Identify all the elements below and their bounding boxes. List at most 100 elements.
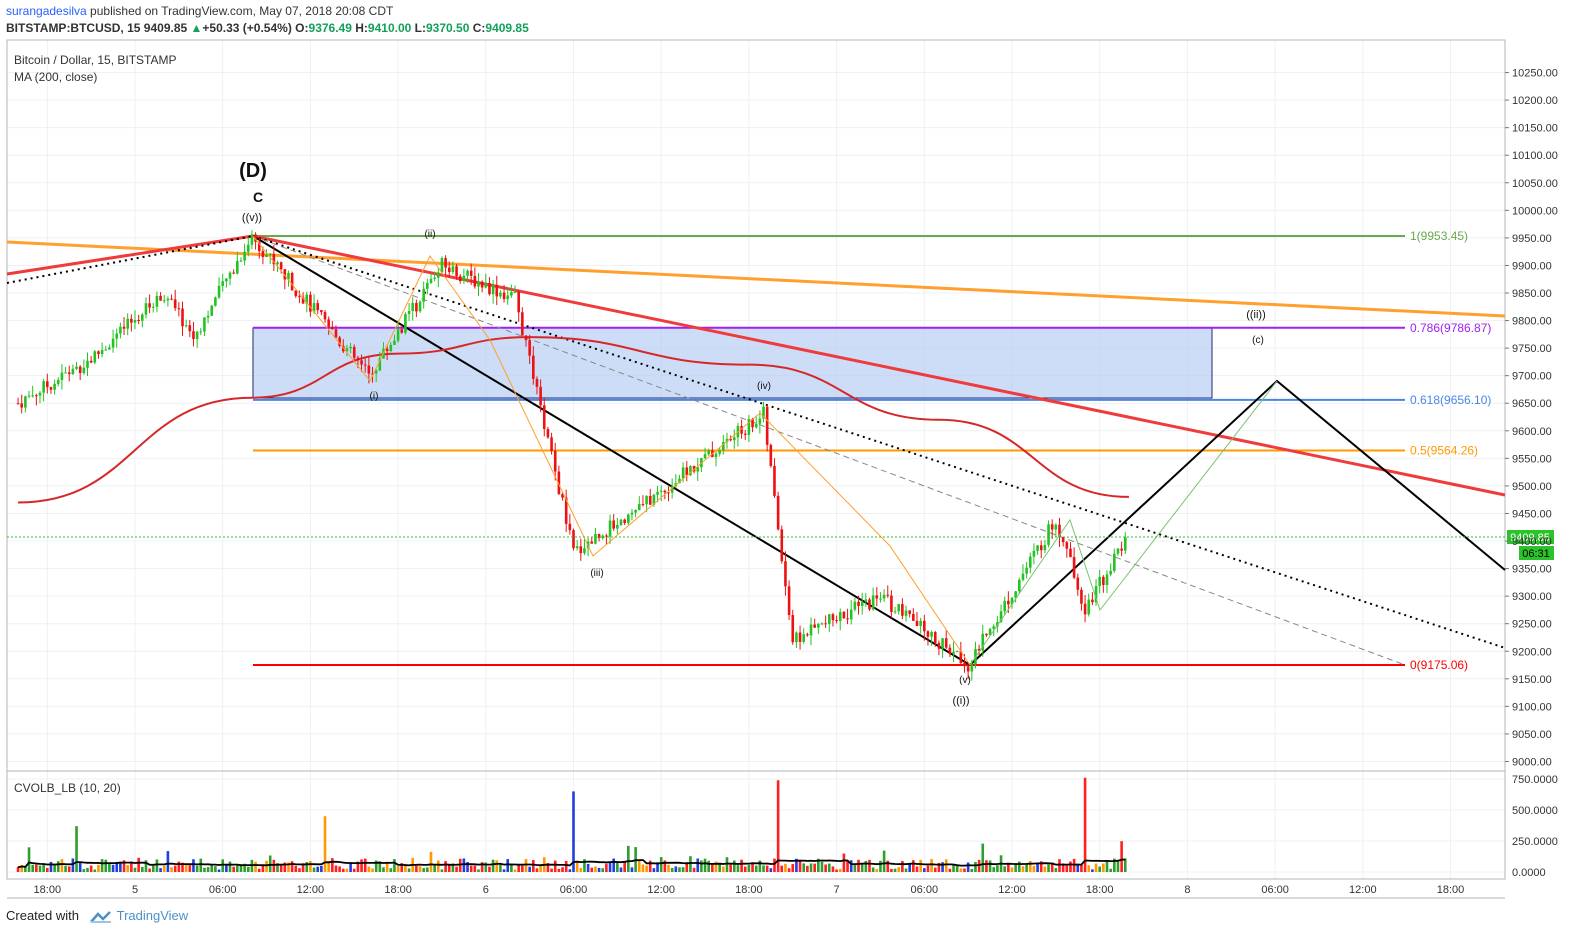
wave-label-C: C xyxy=(253,189,263,205)
candle-body xyxy=(1069,548,1072,558)
volume-bar xyxy=(897,867,901,872)
volume-bar xyxy=(484,862,488,872)
candle-body xyxy=(703,454,707,459)
candle-body xyxy=(879,598,882,600)
candle-body xyxy=(999,611,1003,623)
candle-body xyxy=(56,379,60,384)
price-change: +50.33 (+0.54%) xyxy=(202,21,292,35)
candle-body xyxy=(49,387,53,390)
candle-body xyxy=(1098,576,1101,587)
price-tick-label: 9350.00 xyxy=(1512,564,1552,576)
candle-body xyxy=(1076,577,1080,590)
volume-bar xyxy=(137,857,140,872)
volume-bar xyxy=(1025,863,1028,872)
tradingview-link[interactable]: TradingView xyxy=(116,908,189,923)
candle-body xyxy=(645,495,648,505)
time-axis[interactable]: 18:00 5 06:00 12:00 18:00 6 06:00 12:00 18:00 7 06… xyxy=(34,884,1465,896)
time-tick-label: 12:00 xyxy=(1349,884,1377,896)
volume-bar xyxy=(923,868,926,872)
candle-body xyxy=(853,601,857,610)
candle-body xyxy=(298,296,301,298)
candle-body xyxy=(1028,556,1032,568)
volume-bar xyxy=(996,865,999,872)
candle-body xyxy=(1010,597,1014,605)
candle-body xyxy=(729,438,732,441)
candle-body xyxy=(835,620,838,622)
price-axis[interactable]: 10250.00 10200.00 10150.00 10100.00 10050.00… xyxy=(1505,68,1558,769)
candle-body xyxy=(502,292,506,300)
candle-body xyxy=(722,441,725,451)
candle-body xyxy=(404,314,407,333)
volume-bar xyxy=(827,863,831,872)
volume-bar xyxy=(301,863,305,872)
candle-body xyxy=(601,535,605,539)
author-link[interactable]: surangadesilva xyxy=(6,4,87,18)
volume-bar xyxy=(1003,866,1006,872)
ma-legend[interactable]: MA (200, close) xyxy=(14,70,97,84)
volume-bar xyxy=(133,867,137,872)
candle-body xyxy=(857,601,860,607)
volume-bar xyxy=(692,867,696,872)
candle-body xyxy=(1120,548,1123,551)
volume-bar xyxy=(349,862,352,872)
volume-bar xyxy=(795,858,798,872)
volume-bar xyxy=(404,863,407,872)
volume-bar xyxy=(875,869,879,872)
volume-bar xyxy=(42,864,45,872)
volume-bar xyxy=(159,868,162,872)
candle-body xyxy=(806,634,809,636)
candle-body xyxy=(506,295,510,300)
candle-body xyxy=(594,533,597,544)
candle-body xyxy=(473,275,477,287)
candle-body xyxy=(681,467,685,479)
dotted-trendline-right xyxy=(252,235,1506,649)
footer: Created with TradingView xyxy=(6,908,188,924)
volume-bar xyxy=(919,859,922,872)
volume-bar xyxy=(473,865,477,872)
candle-body xyxy=(1003,600,1006,612)
volume-bar xyxy=(1036,863,1039,872)
volume-bar xyxy=(977,859,981,872)
volume-axis[interactable]: 750.0000 500.0000 250.0000 0.0000 xyxy=(1512,774,1558,879)
volume-average-line xyxy=(17,858,1126,869)
volume-bar xyxy=(27,847,31,872)
candle-body xyxy=(875,595,879,599)
candle-body xyxy=(780,529,784,562)
time-tick-label: 18:00 xyxy=(735,884,763,896)
volume-bar xyxy=(1043,866,1047,872)
candle-body xyxy=(407,310,411,315)
price-tick-label: 9450.00 xyxy=(1512,508,1552,520)
volume-bar xyxy=(590,867,594,872)
volume-bar xyxy=(817,858,820,872)
candle-body xyxy=(996,622,999,627)
volume-bar xyxy=(849,860,853,872)
volume-bar xyxy=(765,865,769,872)
volume-bar xyxy=(272,859,276,872)
volume-bar xyxy=(56,861,60,872)
candle-body xyxy=(334,329,338,338)
volume-bar xyxy=(941,862,944,872)
volume-bar xyxy=(360,859,363,872)
volume-bar xyxy=(521,865,524,872)
price-tick-label: 9850.00 xyxy=(1512,288,1552,300)
volume-bar xyxy=(648,860,652,872)
candle-body xyxy=(206,315,210,318)
candle-body xyxy=(685,467,689,476)
volume-bar xyxy=(283,862,287,872)
candle-body xyxy=(254,234,257,242)
red-trendline-right xyxy=(252,234,1506,497)
candle-body xyxy=(480,281,484,288)
candle-body xyxy=(637,504,641,511)
time-tick-label: 12:00 xyxy=(647,884,675,896)
candle-body xyxy=(659,490,663,492)
indicator-legend[interactable]: CVOLB_LB (10, 20) xyxy=(14,781,121,795)
volume-bar xyxy=(937,862,941,872)
candle-body xyxy=(491,284,495,295)
candle-body xyxy=(838,611,842,622)
candle-body xyxy=(378,358,382,371)
wave-label-c: (c) xyxy=(1252,335,1264,346)
price-tick-label: 9050.00 xyxy=(1512,729,1552,741)
candle-body xyxy=(948,647,952,654)
volume-bar xyxy=(678,867,681,872)
